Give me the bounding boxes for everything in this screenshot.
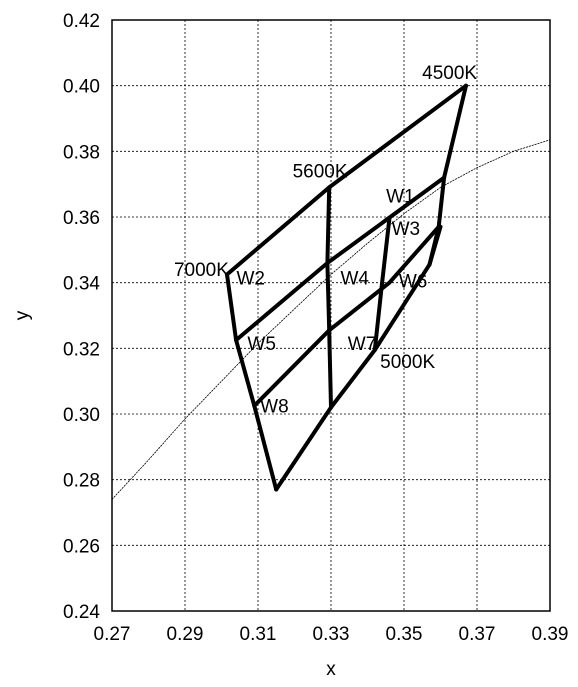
bin-label: W8 (260, 396, 289, 417)
reference-curve-line (111, 139, 551, 500)
bin-label: W6 (399, 272, 428, 293)
y-tick-label: 0.26 (63, 536, 100, 557)
y-tick-label: 0.38 (63, 142, 100, 163)
y-tick-label: 0.36 (63, 208, 100, 229)
boundary-line (225, 272, 279, 492)
x-axis-title: x (326, 659, 336, 680)
bin-label: W4 (340, 268, 369, 289)
cct-label: 4500K (422, 63, 477, 84)
y-axis-title: y (12, 310, 33, 320)
y-tick-label: 0.40 (63, 77, 100, 98)
point-labels: 4500K 5600K 7000K 5000K W1 W2 W3 W4 W5 W6 W7 W8 (174, 63, 477, 417)
boundary-line (372, 216, 392, 352)
y-tick-label: 0.24 (63, 602, 100, 623)
bin-label: W3 (392, 219, 421, 240)
x-tick-label: 0.37 (459, 624, 496, 645)
cct-label: 7000K (174, 260, 229, 281)
x-tick-label: 0.39 (532, 624, 569, 645)
boundary-line (252, 224, 441, 408)
bin-label: W5 (247, 334, 276, 355)
y-tick-label: 0.32 (63, 339, 100, 360)
boundary-line (427, 83, 468, 267)
y-tick-label: 0.30 (63, 405, 100, 426)
plot-area-frame (111, 19, 551, 612)
bin-label: W1 (386, 186, 415, 207)
x-tick-label: 0.31 (240, 624, 277, 645)
x-tick-label: 0.33 (313, 624, 350, 645)
x-tick-label: 0.27 (94, 624, 131, 645)
cct-label: 5000K (380, 352, 435, 373)
x-tick-label: 0.29 (167, 624, 204, 645)
y-tick-label: 0.42 (63, 11, 100, 32)
y-tick-label: 0.28 (63, 471, 100, 492)
bin-label: W2 (236, 268, 265, 289)
boundary-line (325, 185, 333, 410)
cct-label: 5600K (293, 162, 348, 183)
y-tick-label: 0.34 (63, 274, 100, 295)
bin-label: W7 (348, 334, 377, 355)
x-tick-label: 0.35 (386, 624, 423, 645)
axis-tick-labels: 0.27 0.29 0.31 0.33 0.35 0.37 0.39 0.24 0.26 0.28… (63, 11, 568, 645)
data-series (111, 83, 551, 500)
